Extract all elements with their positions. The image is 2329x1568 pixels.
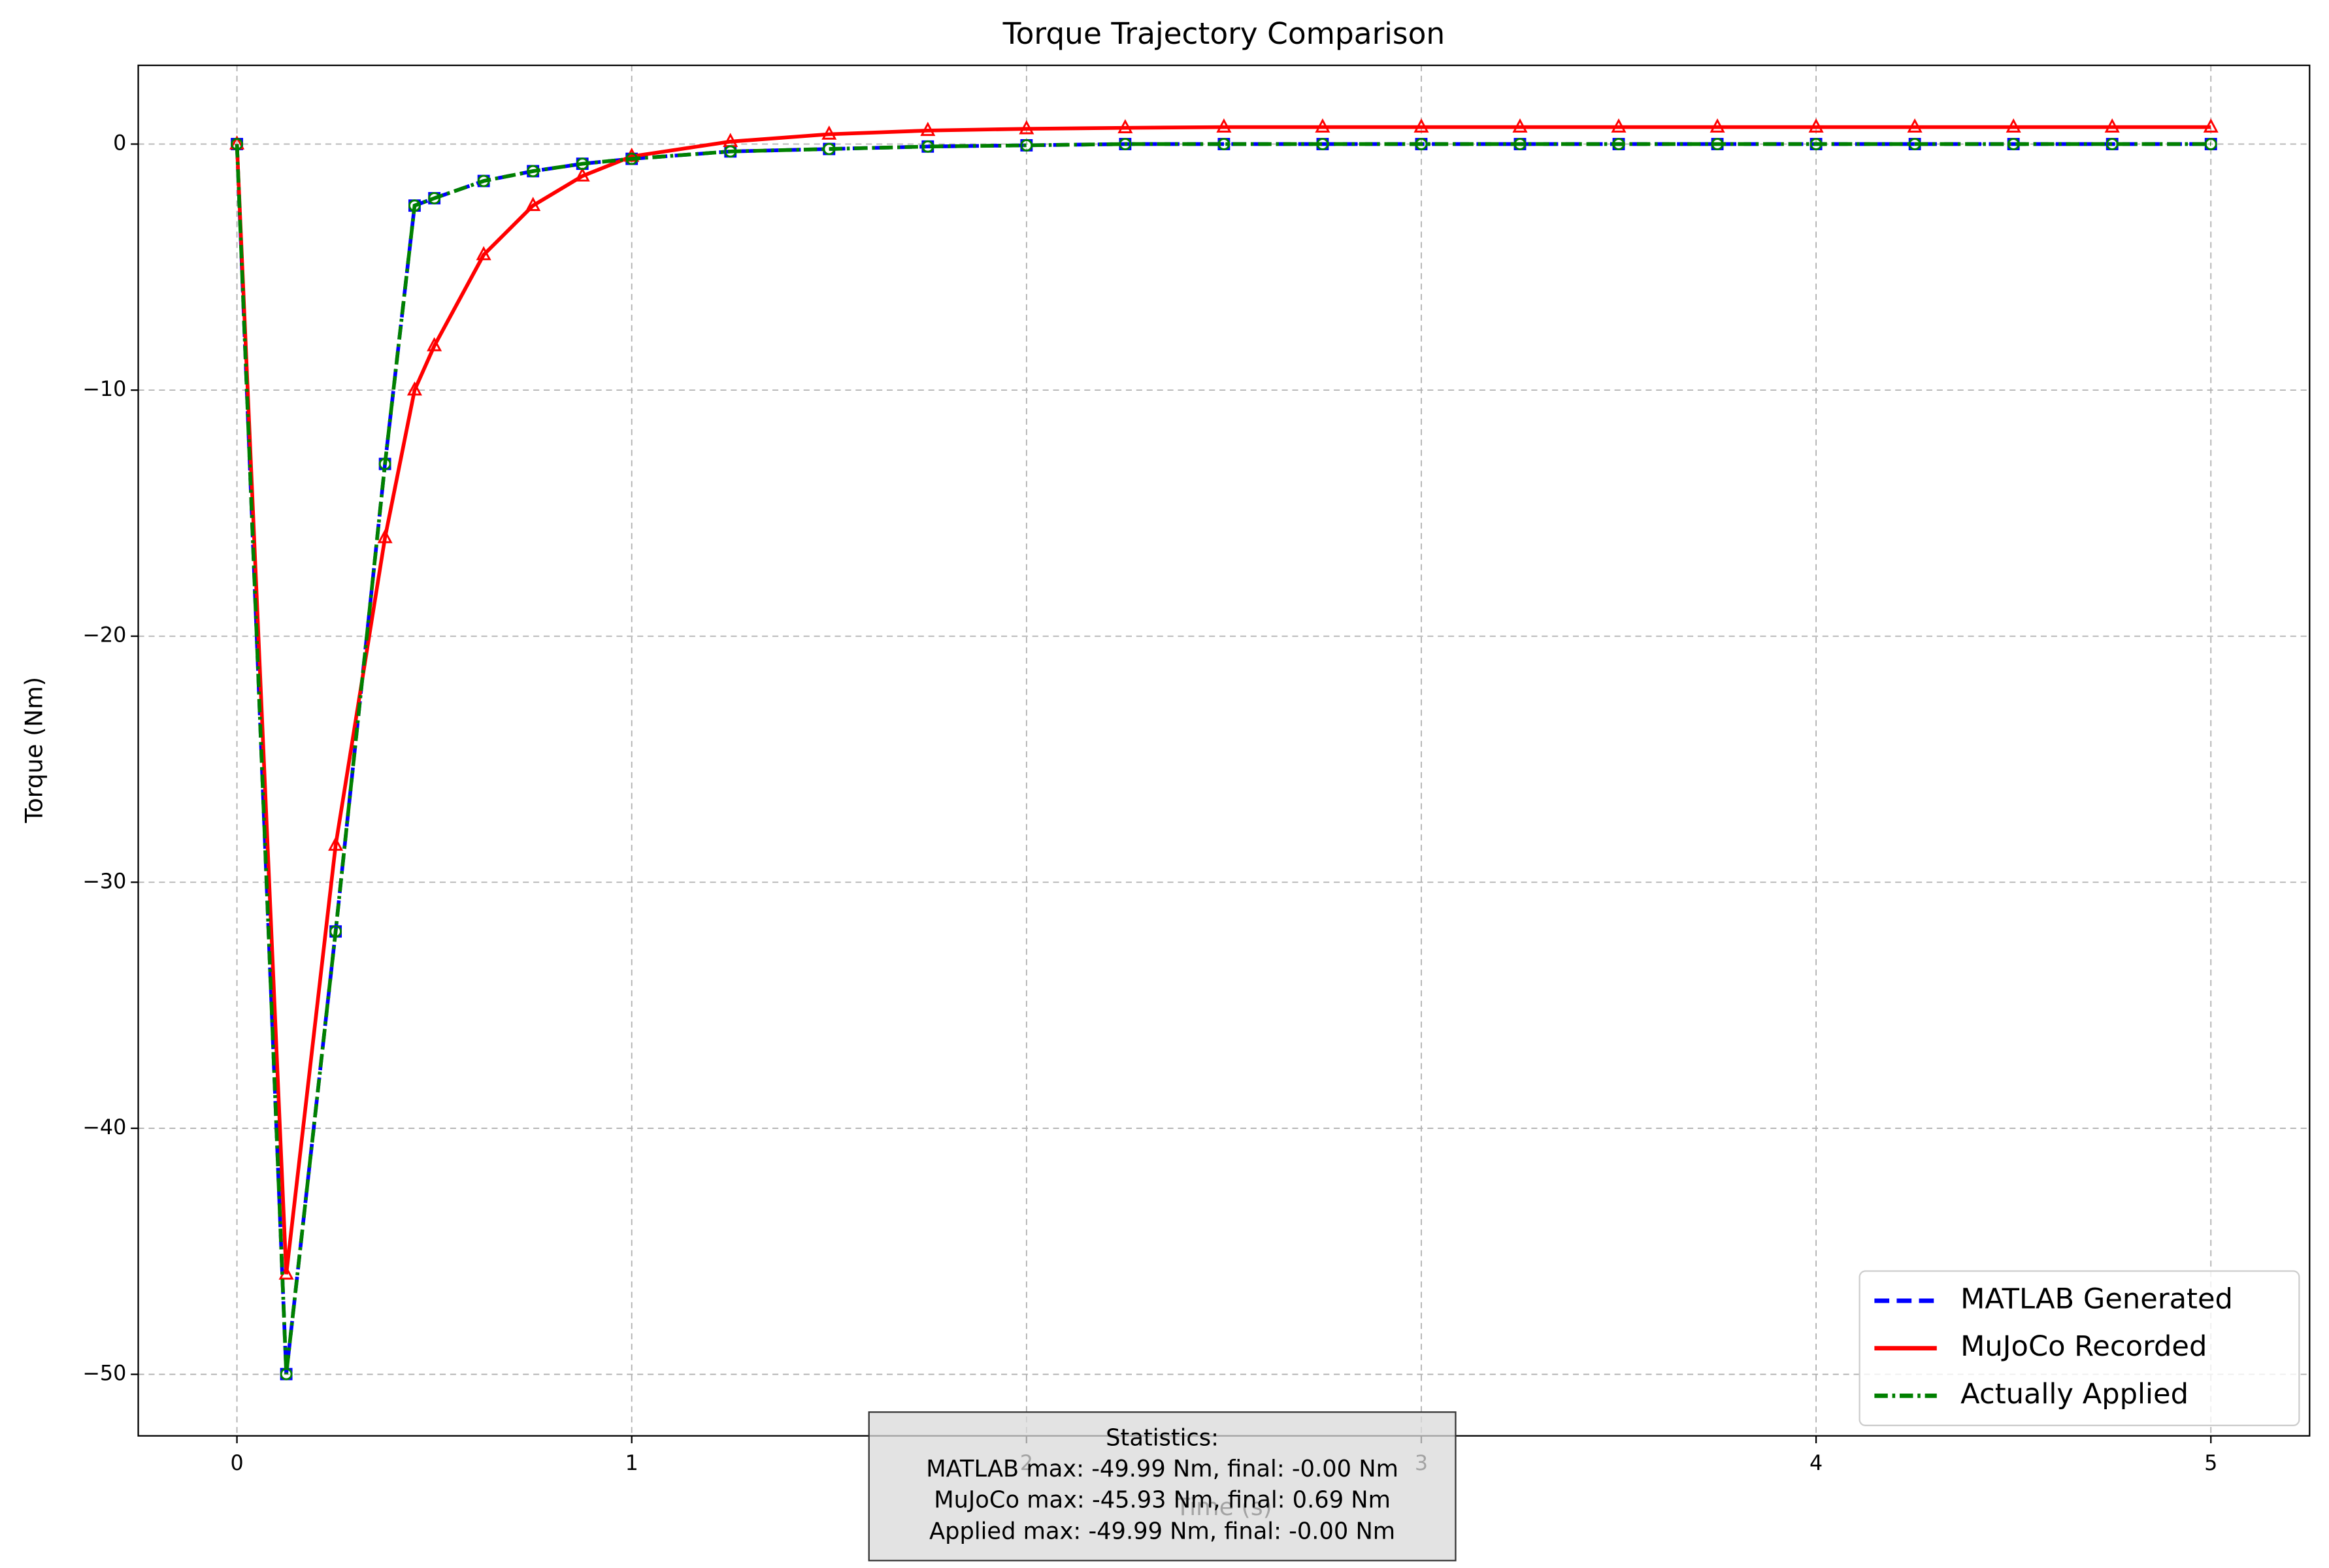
marker	[1415, 138, 1428, 150]
marker	[1710, 118, 1725, 133]
marker	[2104, 118, 2120, 133]
marker	[1808, 118, 1824, 133]
x-tick-label: 1	[625, 1450, 638, 1475]
marker	[1216, 118, 1232, 133]
legend-label: Actually Applied	[1960, 1378, 2189, 1411]
marker	[525, 197, 541, 211]
x-tick-label: 5	[2204, 1450, 2217, 1475]
series-line	[235, 125, 2211, 1275]
y-tick-label: −50	[82, 1361, 126, 1386]
marker	[1119, 138, 1132, 150]
stats-line: MATLAB max: -49.99 Nm, final: -0.00 Nm	[926, 1456, 1398, 1482]
marker	[2006, 118, 2021, 133]
marker	[724, 145, 737, 158]
marker	[1020, 139, 1033, 152]
marker	[1413, 118, 1429, 133]
marker	[2203, 118, 2219, 133]
x-tick-label: 0	[230, 1450, 243, 1475]
marker	[231, 138, 244, 150]
series-line	[235, 142, 2211, 1375]
legend-box	[1858, 1270, 2300, 1426]
marker	[329, 925, 342, 938]
marker	[1908, 138, 1921, 150]
marker	[1809, 138, 1823, 150]
chart-title: Torque Trajectory Comparison	[1002, 16, 1445, 51]
marker	[821, 125, 837, 140]
stats-line: Applied max: -49.99 Nm, final: -0.00 Nm	[929, 1518, 1395, 1544]
marker	[378, 457, 391, 470]
marker	[1315, 118, 1330, 133]
marker	[625, 152, 638, 165]
y-tick-label: 0	[113, 131, 126, 155]
marker	[574, 167, 590, 182]
marker	[1611, 118, 1627, 133]
marker	[1612, 138, 1625, 150]
marker	[2106, 138, 2119, 150]
marker	[527, 165, 540, 178]
y-tick-label: −20	[82, 623, 126, 647]
marker	[428, 191, 441, 204]
y-tick-label: −30	[82, 868, 126, 893]
marker	[427, 336, 442, 351]
marker	[2007, 138, 2020, 150]
y-axis-label: Torque (Nm)	[20, 677, 48, 824]
marker	[476, 246, 491, 261]
marker	[576, 157, 589, 171]
marker	[280, 1367, 293, 1380]
marker	[1217, 138, 1231, 150]
marker	[1316, 138, 1329, 150]
marker	[328, 836, 344, 851]
marker	[477, 174, 490, 188]
marker	[1117, 119, 1133, 133]
marker	[1019, 120, 1034, 135]
marker	[2204, 138, 2217, 150]
y-tick-label: −40	[82, 1115, 126, 1139]
legend-label: MuJoCo Recorded	[1960, 1330, 2207, 1363]
y-tick-label: −10	[82, 376, 126, 401]
series-line	[235, 142, 2211, 1375]
plot-frame	[137, 64, 2311, 1437]
marker	[921, 140, 934, 153]
marker	[1907, 118, 1923, 133]
marker	[406, 381, 422, 396]
marker	[1512, 118, 1528, 133]
stats-line: MuJoCo max: -45.93 Nm, final: 0.69 Nm	[934, 1487, 1391, 1514]
marker	[1513, 138, 1527, 150]
legend-label: MATLAB Generated	[1960, 1282, 2233, 1315]
marker	[1711, 138, 1724, 150]
stats-box	[868, 1411, 1457, 1561]
stats-line: Statistics:	[1106, 1424, 1219, 1451]
x-tick-label: 4	[1809, 1450, 1823, 1475]
marker	[823, 142, 836, 155]
marker	[920, 122, 936, 137]
marker	[408, 199, 421, 212]
marker	[377, 529, 393, 544]
